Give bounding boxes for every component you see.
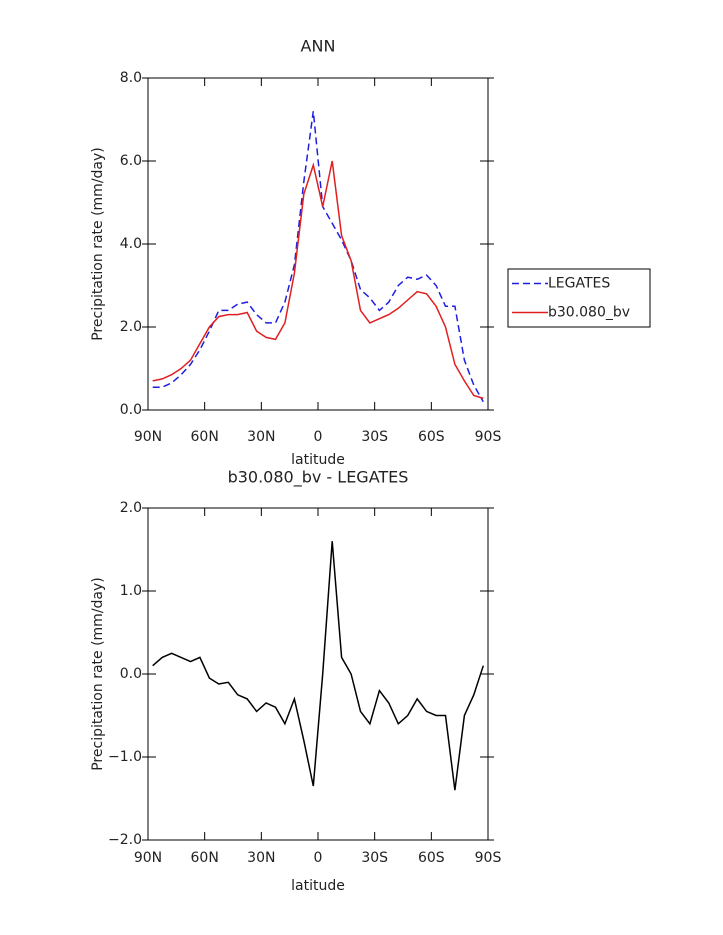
y-tick-label: 0.0 — [120, 402, 142, 418]
x-axis-label: latitude — [291, 878, 345, 894]
legend: LEGATES b30.080_bv — [507, 268, 651, 328]
data-line — [152, 111, 484, 403]
y-tick-label: −2.0 — [108, 832, 142, 848]
x-tick-label: 60N — [191, 850, 219, 866]
x-tick-label: 0 — [314, 850, 323, 866]
data-line — [152, 160, 484, 400]
y-tick-label: −1.0 — [108, 749, 142, 765]
y-tick-label: 1.0 — [120, 583, 142, 599]
plot-frame — [147, 77, 489, 411]
data-line — [152, 541, 485, 791]
x-tick-label: 60N — [191, 429, 219, 445]
legend-label: b30.080_bv — [548, 305, 630, 321]
y-axis-label: Precipitation rate (mm/day) — [90, 147, 106, 341]
plot-frame — [147, 507, 489, 841]
y-tick-label: 2.0 — [120, 319, 142, 335]
x-tick-label: 90S — [475, 850, 502, 866]
chart-title: ANN — [301, 37, 336, 56]
legend-box — [507, 268, 651, 328]
x-tick-label: 60S — [418, 850, 445, 866]
y-axis-label: Precipitation rate (mm/day) — [90, 577, 106, 771]
x-tick-label: 30S — [361, 850, 388, 866]
chart-panel: ANN latitude Precipitation rate (mm/day) 90… — [90, 37, 651, 468]
x-tick-label: 90N — [134, 429, 162, 445]
x-axis-label: latitude — [291, 452, 345, 468]
x-tick-label: 90N — [134, 850, 162, 866]
y-tick-label: 8.0 — [120, 70, 142, 86]
chart-panel: b30.080_bv - LEGATES latitude Precipitatio… — [90, 468, 501, 895]
x-tick-label: 30N — [247, 429, 275, 445]
x-tick-label: 30S — [361, 429, 388, 445]
legend-label: LEGATES — [548, 276, 610, 292]
x-tick-label: 0 — [314, 429, 323, 445]
x-tick-label: 60S — [418, 429, 445, 445]
y-tick-label: 2.0 — [120, 500, 142, 516]
x-tick-label: 90S — [475, 429, 502, 445]
y-tick-label: 4.0 — [120, 236, 142, 252]
x-tick-label: 30N — [247, 850, 275, 866]
chart-title: b30.080_bv - LEGATES — [228, 468, 409, 488]
y-tick-label: 6.0 — [120, 153, 142, 169]
y-tick-label: 0.0 — [120, 666, 142, 682]
